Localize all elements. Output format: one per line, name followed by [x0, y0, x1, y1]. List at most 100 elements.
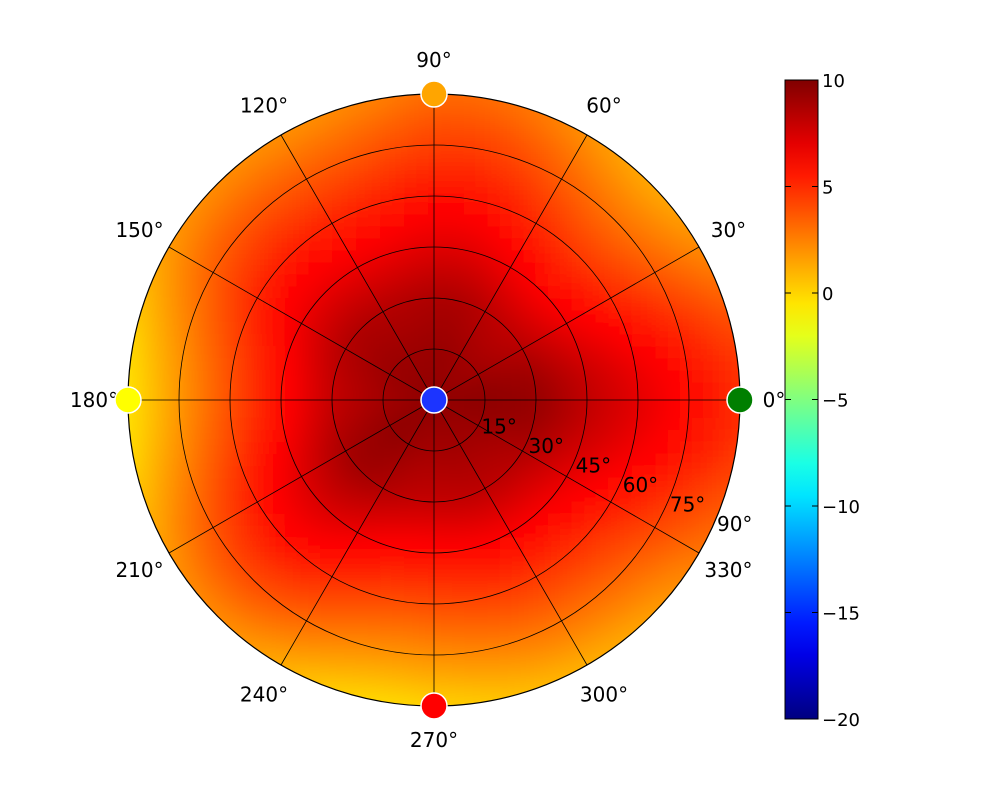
heatmap-cell [428, 622, 441, 635]
heatmap-cell [332, 658, 345, 671]
heatmap-cell [212, 178, 225, 191]
heatmap-cell [176, 526, 189, 539]
heatmap-cell [452, 442, 465, 455]
heatmap-cell [440, 430, 453, 443]
heatmap-cell [464, 622, 477, 635]
heatmap-cell [464, 274, 477, 287]
heatmap-cell [380, 682, 393, 695]
heatmap-cell [428, 682, 441, 695]
heatmap-cell [524, 166, 537, 179]
heatmap-cell [668, 178, 681, 191]
heatmap-cell [548, 310, 561, 323]
heatmap-cell [236, 490, 249, 503]
heatmap-cell [272, 202, 285, 215]
heatmap-cell [380, 94, 393, 95]
heatmap-cell [284, 418, 297, 431]
heatmap-cell [368, 274, 381, 287]
heatmap-cell [668, 226, 681, 239]
heatmap-cell [344, 598, 357, 611]
heatmap-cell [200, 382, 213, 395]
heatmap-cell [236, 142, 249, 155]
heatmap-cell [164, 490, 177, 503]
heatmap-cell [728, 274, 740, 287]
heatmap-cell [272, 322, 285, 335]
heatmap-cell [188, 442, 201, 455]
heatmap-cell [188, 538, 201, 551]
heatmap-cell [572, 178, 585, 191]
heatmap-cell [416, 418, 429, 431]
heatmap-cell [440, 562, 453, 575]
heatmap-cell [236, 454, 249, 467]
heatmap-cell [440, 466, 453, 479]
heatmap-cell [536, 610, 549, 623]
heatmap-cell [296, 106, 309, 119]
heatmap-cell [512, 478, 525, 491]
heatmap-cell [596, 226, 609, 239]
heatmap-cell [524, 490, 537, 503]
heatmap-cell [476, 346, 489, 359]
heatmap-cell [284, 586, 297, 599]
heatmap-cell [452, 622, 465, 635]
heatmap-cell [308, 406, 321, 419]
heatmap-cell [128, 346, 129, 359]
heatmap-cell [656, 214, 669, 227]
heatmap-cell [416, 370, 429, 383]
heatmap-cell [704, 478, 717, 491]
heatmap-cell [704, 322, 717, 335]
heatmap-cell [512, 322, 525, 335]
heatmap-cell [584, 298, 597, 311]
heatmap-cell [680, 322, 693, 335]
heatmap-cell [680, 502, 693, 515]
heatmap-cell [248, 274, 261, 287]
heatmap-cell [488, 382, 501, 395]
heatmap-cell [332, 682, 345, 695]
heatmap-cell [632, 490, 645, 503]
heatmap-cell [128, 490, 141, 503]
heatmap-cell [680, 370, 693, 383]
heatmap-cell [164, 526, 177, 539]
heatmap-cell [584, 466, 597, 479]
heatmap-cell [296, 358, 309, 371]
heatmap-cell [668, 574, 681, 587]
heatmap-cell [524, 550, 537, 563]
colorbar-tick-label: −20 [822, 710, 860, 731]
heatmap-cell [392, 238, 405, 251]
heatmap-cell [212, 538, 225, 551]
heatmap-cell [236, 574, 249, 587]
heatmap-cell [644, 406, 657, 419]
heatmap-cell [128, 418, 141, 431]
heatmap-cell [692, 334, 705, 347]
heatmap-cell [692, 322, 705, 335]
heatmap-cell [560, 442, 573, 455]
heatmap-cell [224, 298, 237, 311]
heatmap-cell [332, 646, 345, 659]
heatmap-cell [464, 250, 477, 263]
heatmap-cell [680, 418, 693, 431]
heatmap-cell [224, 190, 237, 203]
heatmap-cell [632, 634, 645, 647]
heatmap-cell [656, 202, 669, 215]
heatmap-cell [212, 478, 225, 491]
heatmap-cell [368, 298, 381, 311]
heatmap-cell [680, 346, 693, 359]
heatmap-cell [332, 406, 345, 419]
heatmap-cell [608, 454, 621, 467]
heatmap-cell [572, 106, 585, 119]
heatmap-cell [308, 454, 321, 467]
heatmap-cell [140, 418, 153, 431]
heatmap-cell [224, 418, 237, 431]
heatmap-cell [728, 442, 740, 455]
heatmap-cell [476, 598, 489, 611]
heatmap-cell [260, 298, 273, 311]
heatmap-cell [236, 250, 249, 263]
heatmap-cell [368, 238, 381, 251]
heatmap-cell [152, 370, 165, 383]
heatmap-cell [140, 442, 153, 455]
heatmap-cell [608, 226, 621, 239]
heatmap-cell [560, 586, 573, 599]
heatmap-cell [260, 466, 273, 479]
heatmap-cell [356, 562, 369, 575]
heatmap-cell [272, 178, 285, 191]
heatmap-cell [524, 370, 537, 383]
heatmap-cell [248, 526, 261, 539]
